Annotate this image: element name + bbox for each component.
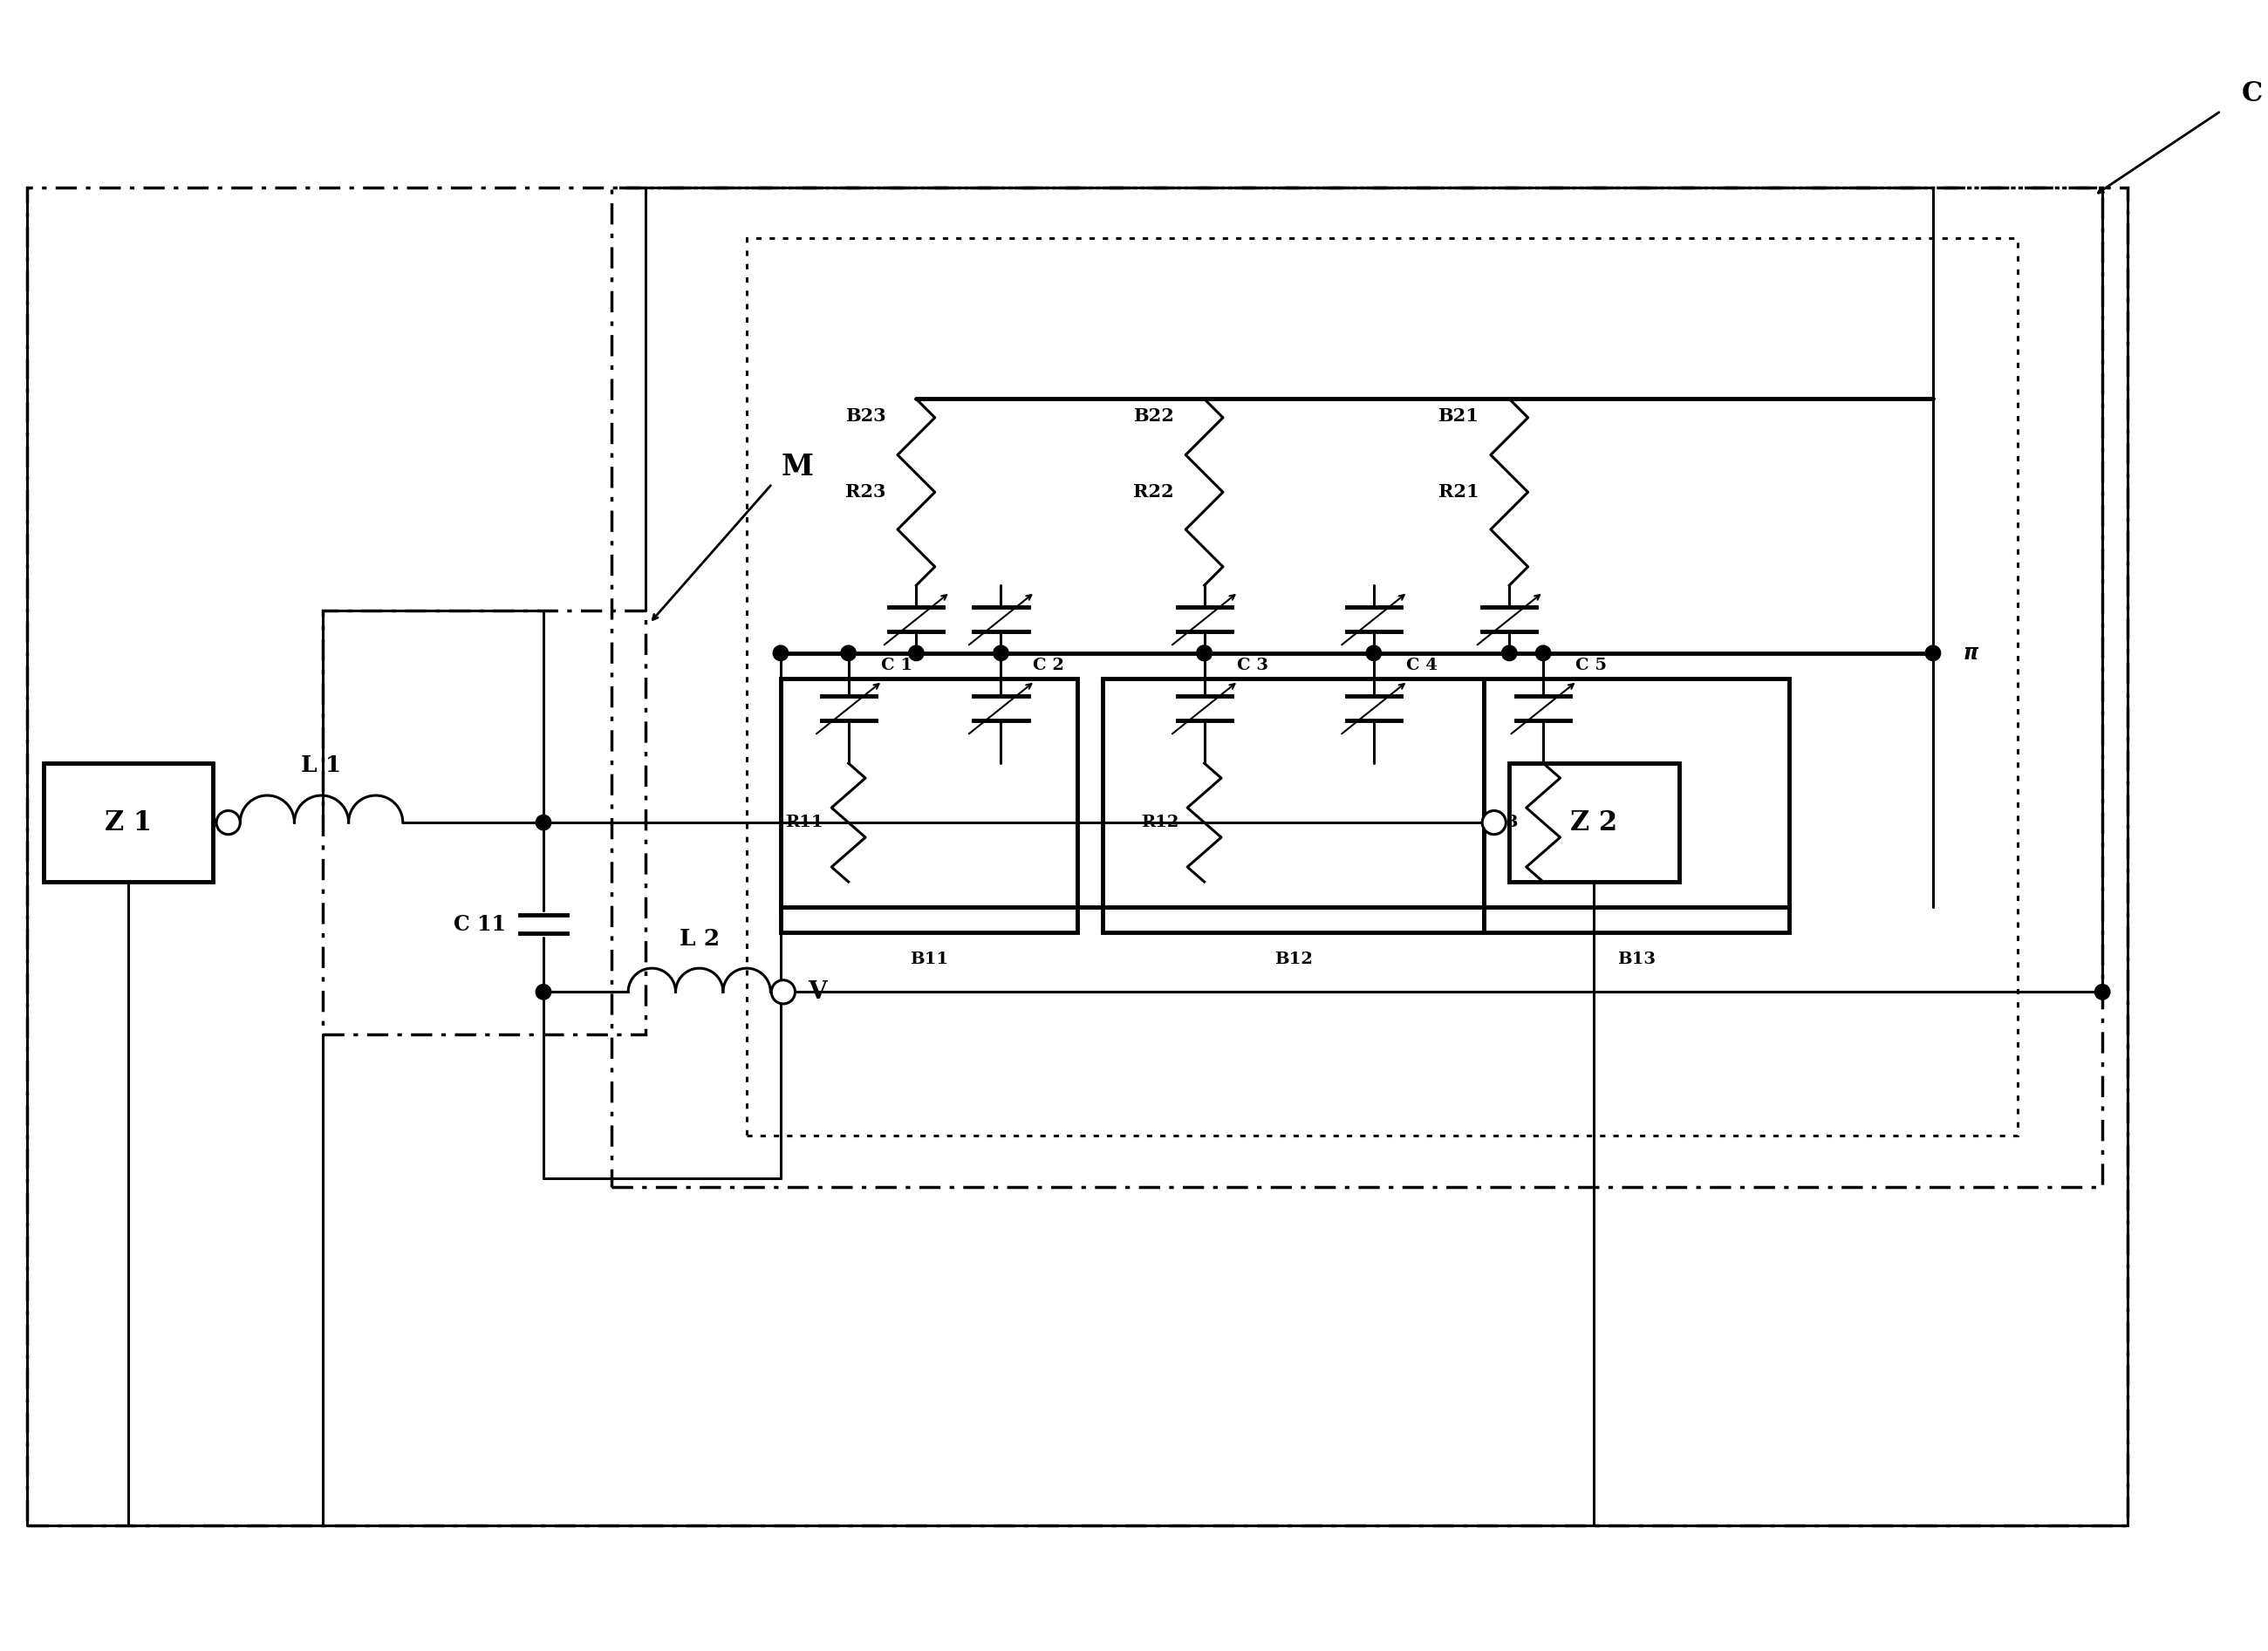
Text: C 3: C 3 [1236,659,1268,674]
Circle shape [535,984,551,999]
Text: M: M [782,452,814,480]
Bar [1508,763,1678,882]
Bar [780,679,1077,933]
Text: C 11: C 11 [454,913,506,934]
Text: R12: R12 [1141,814,1179,830]
Text: L 2: L 2 [678,928,719,949]
Text: B21: B21 [1438,408,1479,424]
Text: C t: C t [2243,81,2268,107]
Circle shape [215,811,240,834]
Text: C 1: C 1 [880,659,912,674]
Bar [27,187,2127,1526]
Circle shape [2096,984,2109,999]
Text: Z 2: Z 2 [1569,809,1617,835]
Text: B23: B23 [846,408,887,424]
Circle shape [993,646,1009,660]
Circle shape [1535,646,1551,660]
Circle shape [1198,646,1211,660]
Text: B13: B13 [1617,951,1656,967]
Bar [1483,679,1789,933]
Text: B22: B22 [1134,408,1175,424]
Text: R13: R13 [1481,814,1517,830]
Bar [322,611,644,1034]
Text: R21: R21 [1438,484,1479,500]
Bar [612,187,2102,1187]
Circle shape [535,816,551,830]
Bar [43,763,213,882]
Text: B12: B12 [1275,951,1313,967]
Circle shape [909,646,923,660]
Text: R22: R22 [1134,484,1175,500]
Circle shape [841,646,855,660]
Circle shape [1198,646,1211,660]
Circle shape [1365,646,1381,660]
Text: R11: R11 [785,814,823,830]
Text: B11: B11 [909,951,948,967]
Text: Z 1: Z 1 [104,809,152,835]
Circle shape [773,646,789,660]
Text: L 1: L 1 [302,755,342,776]
Text: C 4: C 4 [1406,659,1438,674]
Text: V: V [807,981,826,1004]
Circle shape [1483,811,1506,834]
Circle shape [771,981,796,1004]
Text: C 5: C 5 [1576,659,1606,674]
Text: C 2: C 2 [1034,659,1064,674]
Text: $\pi\!\!\!\pi$: $\pi\!\!\!\pi$ [1962,642,1980,664]
Circle shape [1501,646,1517,660]
Circle shape [1926,646,1941,660]
Text: R23: R23 [846,484,887,500]
Bar [746,238,2019,1136]
Bar [1102,679,1483,933]
